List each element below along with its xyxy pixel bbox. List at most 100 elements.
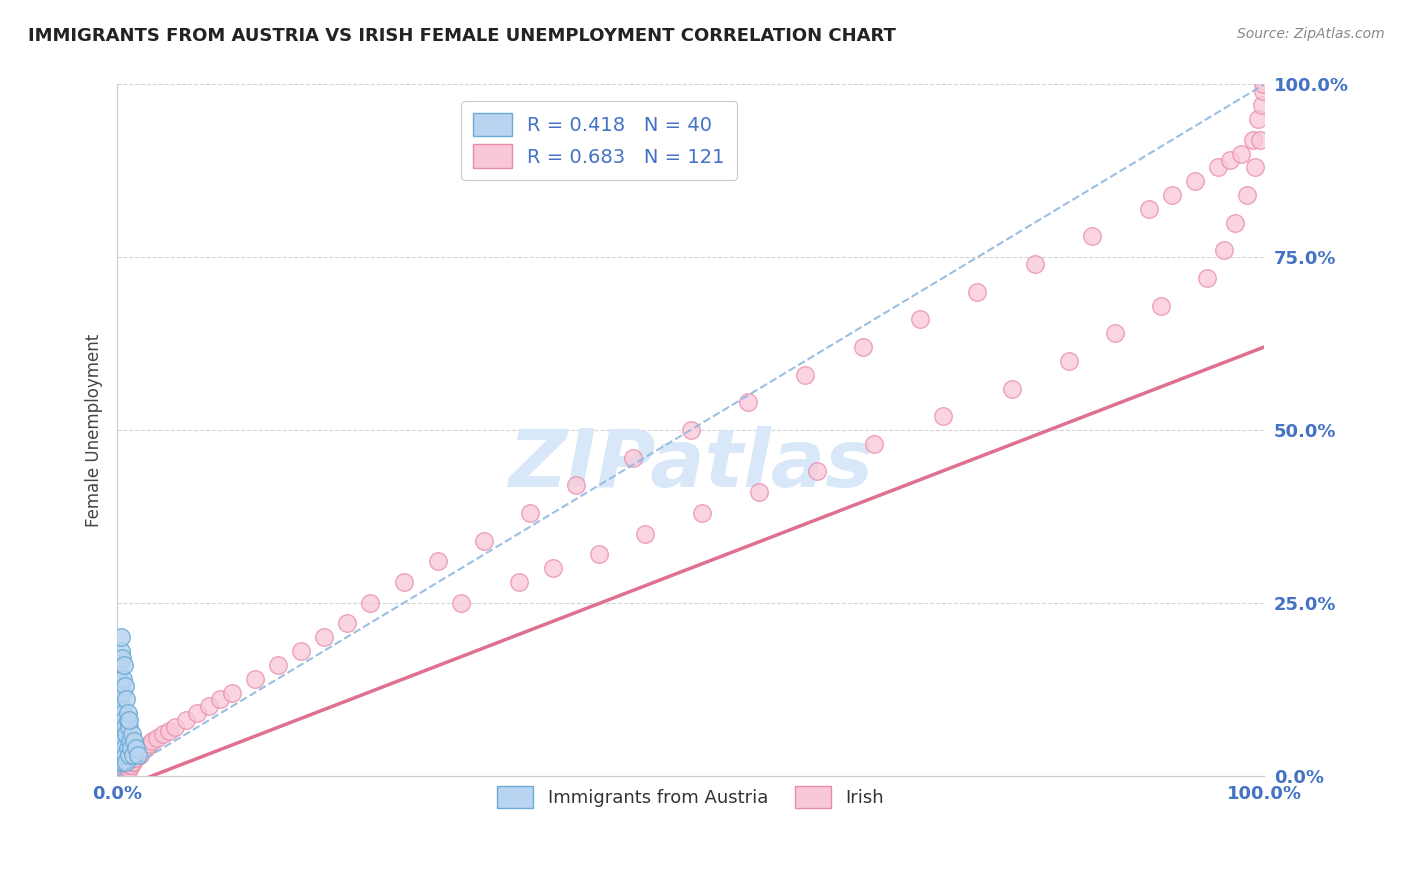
Point: [111, 762, 134, 776]
Point: [121, 755, 143, 769]
Point: [541, 561, 564, 575]
Point: [110, 755, 132, 769]
Point: [111, 758, 134, 772]
Point: [157, 723, 180, 738]
Y-axis label: Female Unemployment: Female Unemployment: [86, 334, 103, 526]
Point: [117, 713, 139, 727]
Point: [1230, 146, 1253, 161]
Point: [1213, 244, 1236, 258]
Point: [1247, 112, 1270, 126]
Point: [111, 685, 134, 699]
Point: [1251, 78, 1274, 92]
Point: [107, 740, 129, 755]
Point: [966, 285, 988, 299]
Point: [131, 744, 153, 758]
Point: [129, 747, 152, 762]
Point: [392, 574, 415, 589]
Point: [737, 395, 759, 409]
Point: [122, 747, 145, 762]
Point: [118, 747, 141, 762]
Point: [209, 692, 232, 706]
Point: [141, 734, 163, 748]
Point: [114, 747, 136, 762]
Point: [118, 734, 141, 748]
Point: [110, 630, 132, 644]
Point: [110, 747, 132, 762]
Point: [1104, 326, 1126, 341]
Point: [1244, 161, 1267, 175]
Point: [107, 758, 129, 772]
Text: IMMIGRANTS FROM AUSTRIA VS IRISH FEMALE UNEMPLOYMENT CORRELATION CHART: IMMIGRANTS FROM AUSTRIA VS IRISH FEMALE …: [28, 27, 896, 45]
Point: [508, 574, 530, 589]
Point: [107, 734, 129, 748]
Point: [108, 755, 131, 769]
Point: [519, 506, 541, 520]
Point: [117, 706, 139, 721]
Point: [152, 727, 174, 741]
Point: [110, 740, 132, 755]
Point: [127, 747, 149, 762]
Point: [863, 437, 886, 451]
Point: [108, 713, 131, 727]
Point: [110, 744, 132, 758]
Point: [111, 720, 134, 734]
Point: [198, 699, 221, 714]
Point: [852, 340, 875, 354]
Point: [1249, 133, 1271, 147]
Point: [1251, 84, 1274, 98]
Point: [117, 740, 139, 755]
Point: [690, 506, 713, 520]
Point: [794, 368, 817, 382]
Point: [174, 713, 197, 727]
Point: [908, 312, 931, 326]
Legend: Immigrants from Austria, Irish: Immigrants from Austria, Irish: [489, 779, 891, 815]
Point: [115, 727, 138, 741]
Point: [108, 765, 131, 780]
Point: [111, 755, 134, 769]
Point: [748, 485, 770, 500]
Point: [110, 751, 132, 765]
Point: [634, 526, 657, 541]
Point: [108, 744, 131, 758]
Point: [110, 762, 132, 776]
Point: [1206, 161, 1229, 175]
Point: [110, 734, 132, 748]
Point: [107, 738, 129, 752]
Point: [359, 596, 381, 610]
Point: [111, 755, 134, 769]
Point: [112, 740, 135, 755]
Point: [335, 616, 357, 631]
Point: [1184, 174, 1206, 188]
Point: [111, 651, 134, 665]
Point: [108, 740, 131, 755]
Point: [111, 755, 134, 769]
Point: [1236, 188, 1258, 202]
Point: [1024, 257, 1046, 271]
Point: [1001, 382, 1024, 396]
Point: [1081, 229, 1104, 244]
Point: [110, 740, 132, 755]
Point: [124, 740, 146, 755]
Point: [111, 758, 134, 772]
Point: [111, 762, 134, 776]
Point: [118, 713, 141, 727]
Point: [312, 630, 335, 644]
Point: [565, 478, 588, 492]
Point: [110, 738, 132, 752]
Point: [115, 762, 138, 776]
Point: [110, 644, 132, 658]
Point: [108, 747, 131, 762]
Point: [114, 679, 136, 693]
Point: [1195, 271, 1218, 285]
Point: [114, 758, 136, 772]
Point: [118, 762, 141, 776]
Point: [108, 762, 131, 776]
Point: [108, 758, 131, 772]
Point: [110, 758, 132, 772]
Point: [290, 644, 312, 658]
Point: [124, 751, 146, 765]
Point: [107, 755, 129, 769]
Point: [121, 727, 143, 741]
Point: [186, 706, 208, 721]
Point: [112, 758, 135, 772]
